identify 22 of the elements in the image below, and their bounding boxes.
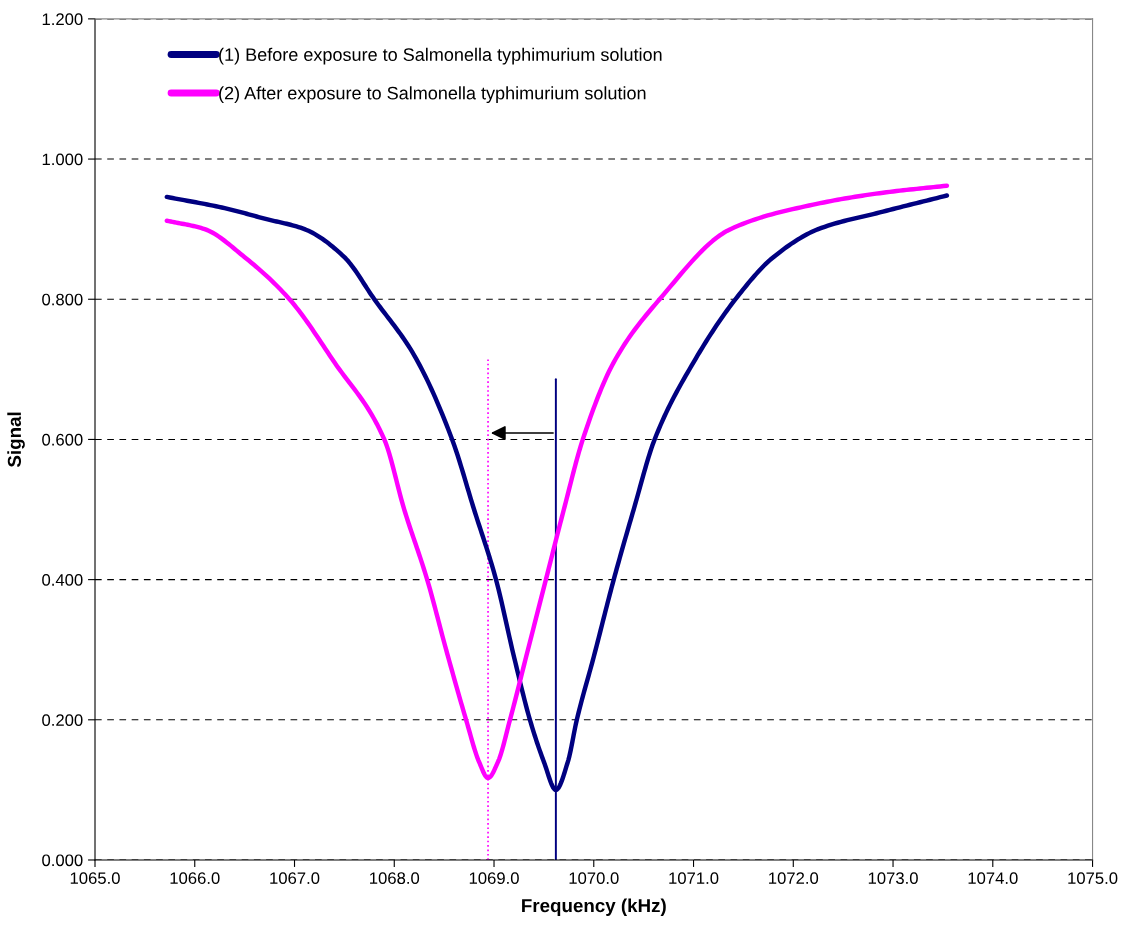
x-axis-title: Frequency (kHz) <box>522 898 666 916</box>
x-tick-label: 1066.0 <box>170 872 220 885</box>
x-tick-label: 1070.0 <box>569 872 619 885</box>
x-tick-label: 1071.0 <box>669 872 719 885</box>
x-tick-label: 1068.0 <box>370 872 420 885</box>
y-tick-label: 1.200 <box>42 13 83 26</box>
y-tick-label: 0.400 <box>42 574 83 586</box>
x-tick-label: 1067.0 <box>270 872 320 885</box>
y-tick-label: 0.800 <box>42 293 83 306</box>
legend-label: (2) After exposure to Salmonella typhimurium solution <box>219 86 646 104</box>
x-tick-label: 1069.0 <box>469 872 519 885</box>
y-axis-title: Signal <box>7 412 25 468</box>
x-tick-label: 1075.0 <box>1068 872 1118 885</box>
x-tick-label: 1073.0 <box>868 872 918 885</box>
x-tick-label: 1065.0 <box>70 872 120 885</box>
y-tick-label: 0.000 <box>42 854 83 867</box>
y-tick-label: 1.000 <box>42 153 83 166</box>
x-tick-label: 1074.0 <box>968 872 1018 885</box>
y-tick-label: 0.200 <box>42 714 83 726</box>
x-tick-label: 1072.0 <box>769 872 819 885</box>
y-tick-label: 0.600 <box>42 433 83 446</box>
legend-label: (1) Before exposure to Salmonella typhimurium solution <box>219 47 662 65</box>
